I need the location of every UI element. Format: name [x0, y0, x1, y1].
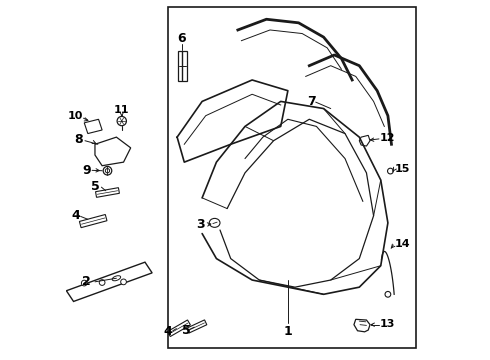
- Text: 10: 10: [68, 111, 83, 121]
- Text: 7: 7: [307, 95, 316, 108]
- Ellipse shape: [112, 276, 121, 281]
- Text: 3: 3: [196, 218, 205, 231]
- Circle shape: [121, 279, 126, 285]
- FancyBboxPatch shape: [178, 51, 187, 81]
- Text: 8: 8: [74, 134, 83, 147]
- Text: 4: 4: [164, 325, 172, 338]
- Text: 9: 9: [83, 164, 92, 177]
- Ellipse shape: [209, 219, 220, 227]
- Text: 2: 2: [82, 275, 91, 288]
- Text: 6: 6: [177, 32, 186, 45]
- Text: 5: 5: [182, 324, 191, 337]
- Circle shape: [81, 280, 87, 286]
- Polygon shape: [96, 188, 120, 197]
- Polygon shape: [187, 320, 207, 333]
- Circle shape: [103, 166, 112, 175]
- Polygon shape: [79, 215, 107, 228]
- Text: 14: 14: [394, 239, 410, 249]
- Text: 1: 1: [284, 325, 292, 338]
- Circle shape: [388, 168, 393, 174]
- Circle shape: [385, 292, 391, 297]
- Circle shape: [105, 168, 110, 173]
- Text: 12: 12: [380, 133, 395, 143]
- Text: 11: 11: [114, 105, 129, 115]
- Polygon shape: [359, 135, 370, 146]
- Circle shape: [117, 116, 126, 126]
- Polygon shape: [66, 262, 152, 301]
- Text: 15: 15: [394, 164, 410, 174]
- Text: 13: 13: [380, 319, 395, 329]
- Polygon shape: [354, 319, 370, 332]
- FancyBboxPatch shape: [168, 7, 416, 348]
- Polygon shape: [95, 137, 131, 166]
- Circle shape: [99, 280, 105, 285]
- Polygon shape: [84, 119, 102, 134]
- Polygon shape: [168, 320, 191, 337]
- Text: 4: 4: [71, 209, 80, 222]
- Text: 5: 5: [91, 180, 100, 193]
